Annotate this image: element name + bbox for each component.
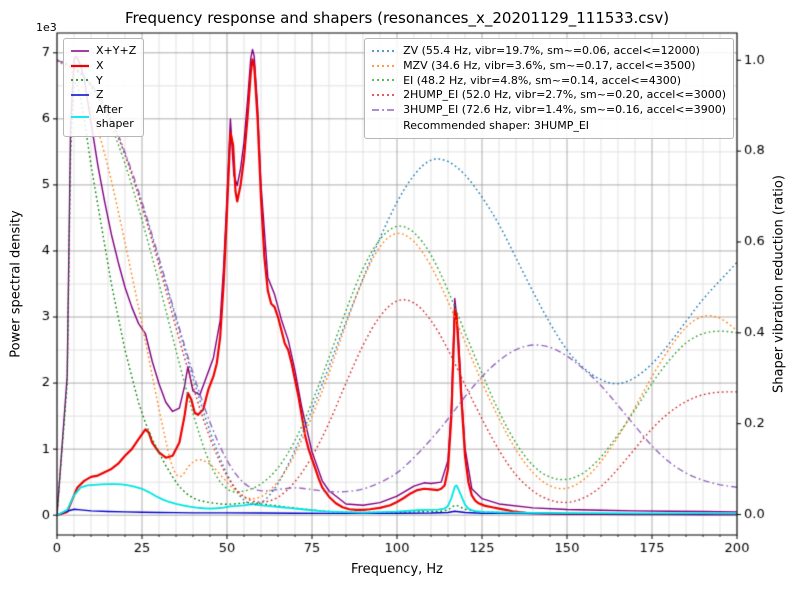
legend-item: X+Y+Z [70,44,136,58]
legend-item: X [70,59,136,73]
y-line-sample-icon [71,79,89,82]
legend-item-label: X+Y+Z [96,44,137,57]
legend-item-label: ZV (55.4 Hz, vibr=19.7%, sm~=0.06, accel… [403,44,700,57]
y-axis-offset-text: 1e3 [36,21,57,34]
legend-item: Y [70,74,136,88]
legend-item: MZV (34.6 Hz, vibr=3.6%, sm~=0.17, accel… [371,59,726,73]
legend-item: Z [70,88,136,102]
3HUMP_EI-line-sample-icon [372,109,397,111]
sum-line-sample-icon [71,50,89,52]
ZV-line-sample-icon [372,50,397,52]
legend-item-label: Recommended shaper: 3HUMP_EI [403,118,590,132]
recommended-shaper-note: Recommended shaper: 3HUMP_EI [371,119,726,133]
legend-shapers: ZV (55.4 Hz, vibr=19.7%, sm~=0.06, accel… [364,38,734,139]
legend-item: 3HUMP_EI (72.6 Hz, vibr=1.4%, sm~=0.16, … [371,103,726,117]
legend-item: EI (48.2 Hz, vibr=4.8%, sm~=0.14, accel<… [371,74,726,88]
legend-item-label: X [96,58,104,72]
legend-item: 2HUMP_EI (52.0 Hz, vibr=2.7%, sm~=0.20, … [371,88,726,102]
y-axis-label-left: Power spectral density [8,210,24,358]
legend-item-label: Z [96,88,104,102]
note-line-sample-icon [371,121,397,131]
EI-line-sample-icon [372,79,397,82]
legend-item: After shaper [70,103,136,131]
legend-psd: X+Y+Z X Y Z After shaper [63,38,145,137]
z-line-sample-icon [71,94,89,96]
y-axis-label-right: Shaper vibration reduction (ratio) [771,175,787,393]
chart-title: Frequency response and shapers (resonanc… [124,9,670,27]
x-line-sample-icon [71,64,89,67]
MZV-line-sample-icon [372,64,397,67]
legend-item-label: 3HUMP_EI (72.6 Hz, vibr=1.4%, sm~=0.16, … [403,103,726,116]
2HUMP_EI-line-sample-icon [372,94,397,96]
legend-item-label: EI (48.2 Hz, vibr=4.8%, sm~=0.14, accel<… [403,73,682,87]
legend-item-label: After shaper [96,103,134,130]
legend-item: ZV (55.4 Hz, vibr=19.7%, sm~=0.06, accel… [371,44,726,58]
after_shaper-line-sample-icon [71,115,89,118]
x-axis-label: Frequency, Hz [350,562,444,577]
legend-item-label: MZV (34.6 Hz, vibr=3.6%, sm~=0.17, accel… [403,58,696,72]
legend-item-label: Y [96,73,103,87]
legend-item-label: 2HUMP_EI (52.0 Hz, vibr=2.7%, sm~=0.20, … [403,88,726,102]
